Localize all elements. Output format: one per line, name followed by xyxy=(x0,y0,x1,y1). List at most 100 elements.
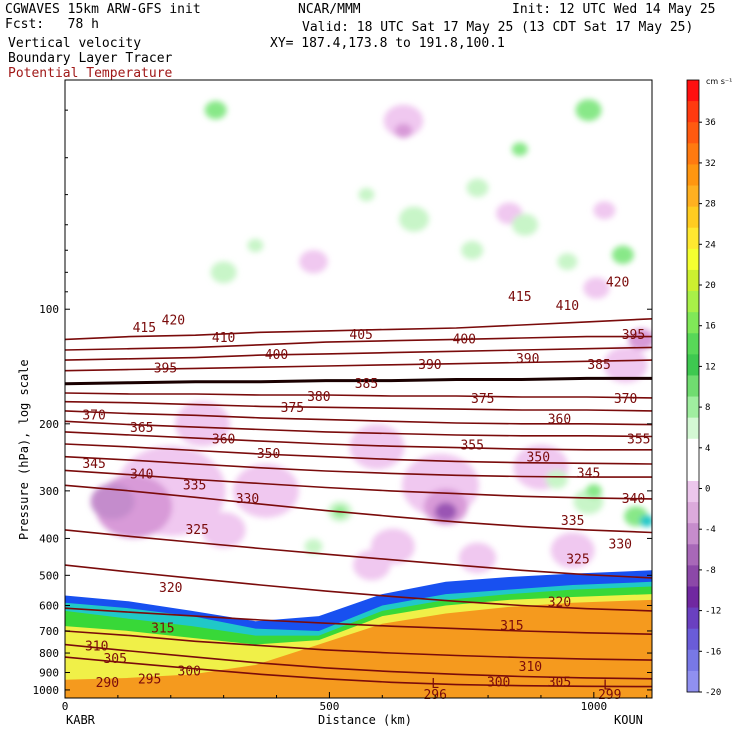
isentrope-label: 385 xyxy=(355,377,378,392)
ascent-region xyxy=(557,253,578,271)
x-tick-label: 0 xyxy=(62,700,69,713)
isentrope-label: 390 xyxy=(418,358,441,373)
ascent-region xyxy=(545,470,568,489)
colorbar-units: cm s⁻¹ xyxy=(706,77,732,86)
isentrope-label: 345 xyxy=(82,457,105,472)
colorbar-swatch xyxy=(687,80,699,102)
ascent-region xyxy=(461,241,484,260)
colorbar-swatch xyxy=(687,544,699,566)
vertical-velocity-field xyxy=(90,99,652,581)
left-station-label: KABR xyxy=(66,713,96,727)
boundary-layer-tracer-band xyxy=(65,599,652,698)
colorbar-swatch xyxy=(687,417,699,440)
isentrope-label: 350 xyxy=(527,450,550,465)
isentrope-label: 355 xyxy=(460,438,483,453)
ascent-region xyxy=(639,515,652,527)
colorbar-swatch xyxy=(687,586,699,608)
colorbar-label: -8 xyxy=(705,566,716,576)
isentrope-label: 340 xyxy=(130,468,153,483)
isentrope-label: 415 xyxy=(508,290,531,305)
isentrope-label: 350 xyxy=(257,447,280,462)
organization: NCAR/MMM xyxy=(298,2,361,17)
isentrope-line xyxy=(65,431,652,451)
isentrope-label: 290 xyxy=(96,676,119,691)
colorbar-swatch xyxy=(687,333,699,355)
colorbar-swatch xyxy=(687,565,699,587)
isentrope-label: 330 xyxy=(236,492,259,507)
isentrope-label: 380 xyxy=(307,390,330,405)
isentrope-label: 310 xyxy=(519,660,542,675)
isentrope-label: 315 xyxy=(500,619,523,634)
isentrope-label: 305 xyxy=(548,675,571,690)
isentrope-label: 320 xyxy=(548,596,571,611)
descent-region xyxy=(232,463,299,518)
isentrope-line xyxy=(65,607,652,635)
colorbar-swatch xyxy=(687,291,699,313)
isentrope-label: 390 xyxy=(516,352,539,367)
colorbar-label: 28 xyxy=(705,200,716,210)
isentrope-label: 325 xyxy=(566,553,589,568)
isentrope-label: 400 xyxy=(265,348,288,363)
isentrope-label: 299 xyxy=(598,688,621,703)
x-tick-label: 500 xyxy=(319,700,339,713)
descent-region xyxy=(628,328,652,351)
isentrope-label: 365 xyxy=(130,421,153,436)
ascent-region xyxy=(511,142,528,156)
colorbar-label: 4 xyxy=(705,444,710,454)
y-tick-label: 300 xyxy=(39,485,59,498)
descent-region xyxy=(90,483,135,520)
isentrope-line xyxy=(65,469,652,500)
ascent-region xyxy=(466,178,489,198)
isentrope-line xyxy=(65,443,652,465)
isentrope-label: 375 xyxy=(281,401,304,416)
descent-region xyxy=(550,532,595,569)
isentrope-label: 335 xyxy=(561,514,584,529)
isentrope-label: 300 xyxy=(178,665,201,680)
colorbar-label: 36 xyxy=(705,118,716,128)
cross-section-endpoints: XY= 187.4,173.8 to 191.8,100.1 xyxy=(270,36,505,51)
colorbar-swatch xyxy=(687,185,699,208)
isentrope-label: 420 xyxy=(162,313,185,328)
isentrope-label: 410 xyxy=(212,331,235,346)
colorbar-swatch xyxy=(687,227,699,250)
isentrope-label: 335 xyxy=(183,478,206,493)
colorbar-swatch xyxy=(687,628,699,651)
colorbar-swatch xyxy=(687,354,699,376)
plot-frame xyxy=(64,79,653,699)
isentrope-label: L xyxy=(431,677,439,692)
isentrope-line xyxy=(65,400,652,412)
colorbar-swatch xyxy=(687,164,699,186)
colorbar-label: 32 xyxy=(705,159,716,169)
isentrope-line xyxy=(65,376,652,386)
isentrope-line xyxy=(65,420,652,438)
colorbar-swatch xyxy=(687,459,699,482)
isentrope-label: 295 xyxy=(138,673,161,688)
colorbar-swatch xyxy=(687,206,699,229)
colorbar-swatch xyxy=(687,480,699,503)
isentrope-label: 315 xyxy=(151,622,174,637)
isentrope-line xyxy=(65,529,652,579)
field-label-vertical-velocity: Vertical velocity xyxy=(8,36,142,51)
colorbar-swatch xyxy=(687,143,699,165)
ascent-region xyxy=(210,261,237,284)
isentrope-line xyxy=(65,346,652,361)
colorbar-swatch xyxy=(687,101,699,123)
ascent-region xyxy=(358,187,375,202)
descent-region xyxy=(583,277,610,299)
colorbar-legend: 36 32 28 24 20 16 12 8 4 0 -4 -8 -12 -16 -20 xyxy=(686,79,721,698)
isentrope-label: 345 xyxy=(577,466,600,481)
colorbar-swatch xyxy=(687,523,699,545)
colorbar-swatch xyxy=(687,375,699,397)
y-axis-title: Pressure (hPa), log scale xyxy=(17,359,31,540)
descent-region xyxy=(383,104,424,138)
isentrope-label: 330 xyxy=(609,538,632,553)
y-tick-label: 600 xyxy=(39,599,59,612)
isentrope-label: 305 xyxy=(103,652,126,667)
valid-time: Valid: 18 UTC Sat 17 May 25 (13 CDT Sat … xyxy=(302,20,694,35)
colorbar-label: -16 xyxy=(705,647,721,657)
isentrope-line xyxy=(65,455,652,478)
isentrope-label: 325 xyxy=(185,523,208,538)
ascent-region xyxy=(399,206,430,232)
isentrope-label: 385 xyxy=(587,358,610,373)
